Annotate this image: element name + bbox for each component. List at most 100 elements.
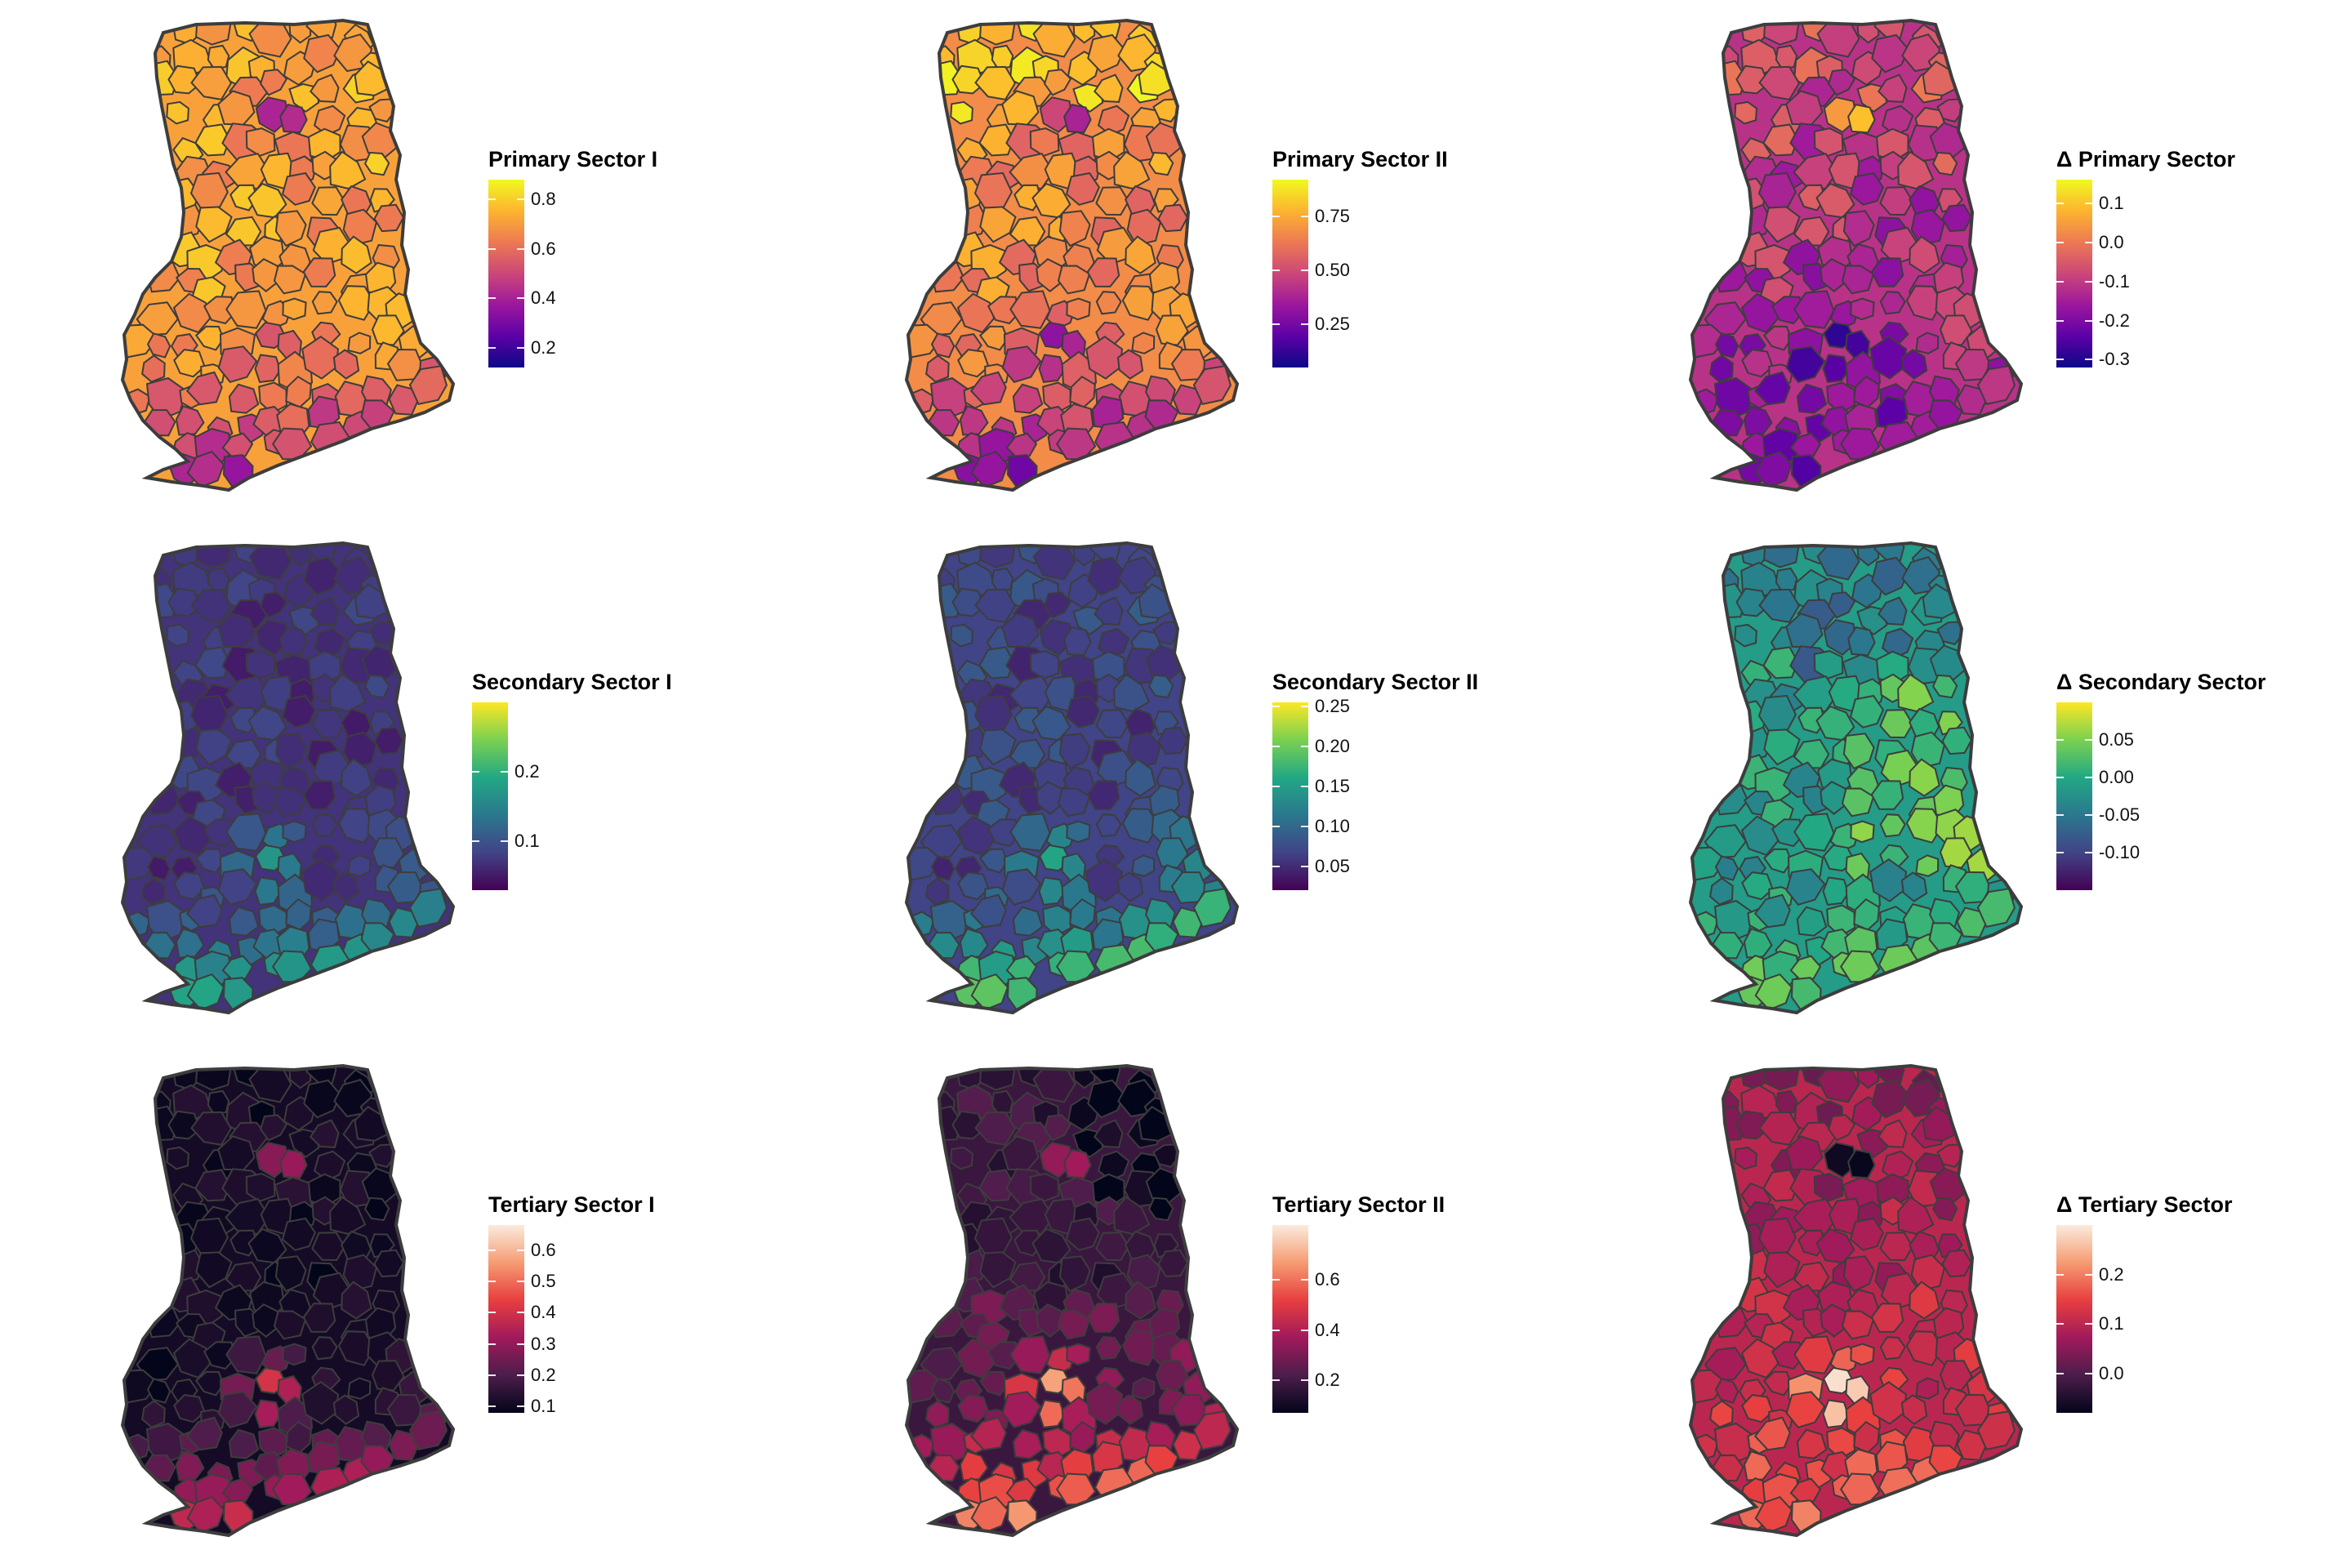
district-region [1754, 973, 1793, 1011]
colorbar-tick-label: -0.3 [2099, 349, 2130, 370]
district-region [371, 837, 405, 869]
district-region [1796, 906, 1828, 937]
district-region [1038, 354, 1066, 383]
district-region [1793, 290, 1835, 329]
district-region [1013, 706, 1042, 734]
colorbar-tick-mark [488, 1374, 496, 1376]
colorbar-tick-mark [1301, 1279, 1308, 1281]
district-region [185, 1416, 223, 1451]
district-region [279, 103, 308, 134]
district-region [979, 1066, 1016, 1091]
colorbar-tick-mark [488, 198, 496, 201]
colorbar-tick-label: 0.8 [531, 189, 556, 210]
district-region [1758, 65, 1801, 101]
district-region [1086, 257, 1120, 287]
colorbar-tick-mark [2056, 319, 2064, 322]
ghana-district-map [904, 1063, 1240, 1538]
district-region [1086, 780, 1120, 810]
district-region [1113, 1196, 1151, 1236]
map-panel: Primary Sector I 0.8 0.6 0.4 0.2 [0, 0, 784, 523]
district-region [282, 297, 307, 321]
district-region [310, 74, 340, 103]
district-region [259, 1114, 288, 1142]
district-region [1741, 349, 1774, 378]
colorbar-tick-label: 0.4 [531, 1302, 556, 1323]
district-region [1762, 123, 1799, 157]
colorbar-tick-mark [517, 1312, 524, 1314]
colorbar-tick-mark [1272, 270, 1280, 272]
district-region [957, 871, 990, 901]
district-region [1842, 210, 1875, 247]
colorbar-tick-label: -0.05 [2099, 804, 2140, 825]
district-region [371, 314, 405, 346]
district-region [190, 1111, 233, 1147]
district-region [1063, 103, 1092, 134]
colorbar-tick-mark [1301, 270, 1308, 272]
district-region [1905, 808, 1944, 844]
district-region [930, 855, 956, 881]
map-panel: Primary Sector II 0.75 0.50 0.25 [784, 0, 1568, 523]
district-region [190, 588, 233, 624]
district-region [245, 1173, 276, 1203]
district-region [1796, 383, 1828, 414]
map-panel: Δ Primary Sector 0.1 0.0 -0.1 -0.2 -0.3 [1568, 0, 2352, 523]
district-region [1095, 813, 1122, 838]
district-region [957, 1394, 990, 1423]
district-region [1009, 1335, 1051, 1374]
district-region [1849, 172, 1885, 206]
district-region [959, 1450, 989, 1481]
district-region [185, 371, 223, 406]
colorbar-tick-label: 0.0 [2099, 231, 2124, 252]
colorbar-tick-mark [1301, 1329, 1308, 1331]
colorbar-tick-mark [1272, 215, 1280, 217]
district-region [195, 543, 232, 568]
district-region [301, 1380, 340, 1425]
district-region [1734, 623, 1757, 648]
district-region [332, 1394, 360, 1425]
colorbar-tick-label: 0.5 [531, 1271, 556, 1291]
colorbar-tick-mark [2085, 1323, 2092, 1325]
district-region [1763, 543, 1800, 568]
district-region [991, 44, 1014, 70]
district-region [1012, 383, 1044, 414]
district-region [259, 591, 288, 619]
ghana-district-map [904, 18, 1240, 492]
district-region [1909, 235, 1940, 274]
legend-title: Δ Primary Sector [2056, 147, 2236, 172]
district-region [1094, 74, 1124, 103]
district-region [1125, 235, 1156, 274]
district-region [1869, 858, 1908, 902]
district-region [1878, 596, 1908, 626]
district-region [228, 383, 260, 414]
district-region [1741, 1394, 1774, 1423]
district-region [1001, 868, 1042, 906]
legend-title: Secondary Sector II [1272, 670, 1479, 694]
district-region [1066, 1343, 1091, 1366]
district-region [371, 1360, 405, 1392]
district-region [1763, 1066, 1800, 1091]
colorbar-tick-label: 0.6 [1315, 1269, 1340, 1290]
district-region [979, 543, 1016, 568]
district-region [1029, 650, 1060, 680]
district-region [1842, 1255, 1875, 1293]
ghana-district-map [1688, 541, 2024, 1015]
colorbar-tick-label: 0.6 [531, 1239, 556, 1260]
district-region [951, 65, 986, 95]
district-region [337, 808, 376, 844]
district-region [1116, 871, 1144, 902]
colorbar-tick-label: 0.3 [531, 1333, 556, 1354]
district-region [1113, 673, 1151, 713]
district-region [979, 1251, 1017, 1289]
map-panel: Δ Tertiary Sector 0.2 0.1 0.0 [1568, 1045, 2352, 1568]
district-region [1095, 1336, 1122, 1361]
colorbar-tick-label: -0.1 [2099, 270, 2130, 292]
district-region [1714, 1378, 1740, 1404]
district-region [1897, 150, 1935, 190]
district-region [190, 65, 233, 101]
district-region [1939, 314, 1973, 346]
district-region [974, 588, 1017, 624]
district-region [1870, 780, 1904, 810]
district-region [1735, 587, 1770, 617]
district-region [207, 1089, 230, 1116]
district-region [1012, 1428, 1044, 1459]
